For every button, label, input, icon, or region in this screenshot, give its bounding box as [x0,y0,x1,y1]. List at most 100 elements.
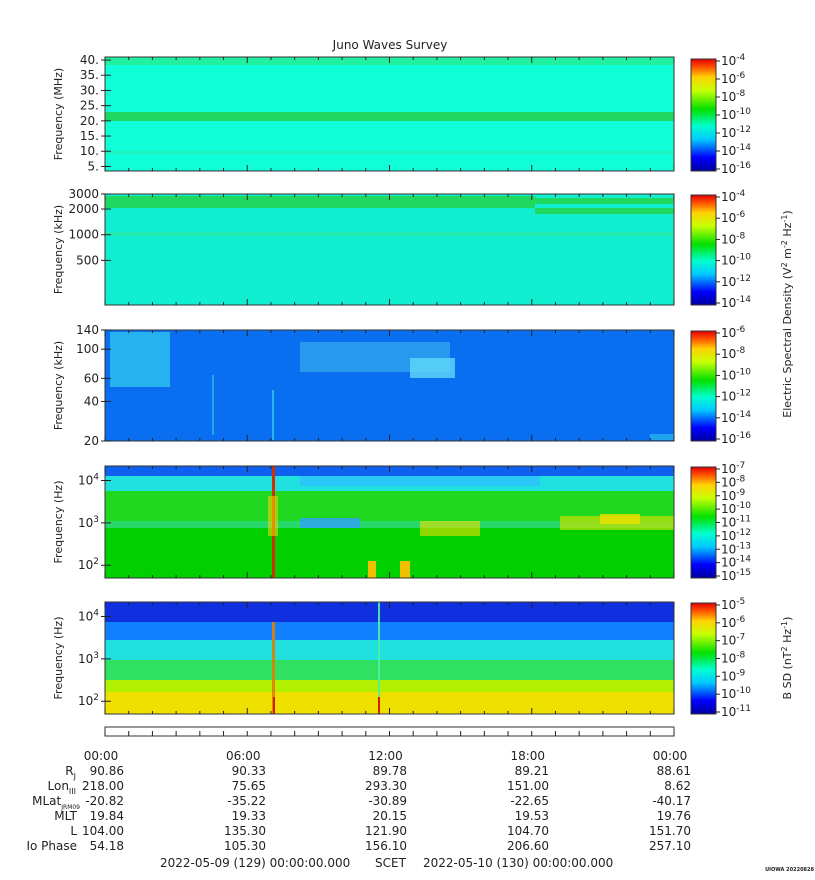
ephemeris-row: LonIII 218.00 75.65 293.30 151.00 8.62 [48,779,692,796]
ephemeris-value: 90.33 [232,764,266,778]
colorbar-label: 10-8 [721,474,746,489]
y-tick-label: 2000 [68,202,99,216]
footer-scet: SCET [375,856,407,870]
colorbar-label: 10-6 [721,210,746,225]
spectrogram-panel-1: 40.35.30. 25.20.15.10.5. Frequency (MHz) 10… [52,53,751,176]
ephemeris-value: 54.18 [90,839,124,853]
y-tick-label: 100 [76,342,99,356]
colorbar-label: 10-11 [721,515,751,530]
time-label: 00:00 [653,749,688,763]
ephemeris-value: -30.89 [368,794,407,808]
y-axis-label: Frequency (Hz) [52,481,65,564]
ephemeris-value: 156.10 [365,839,407,853]
ephemeris-value: 151.70 [649,824,691,838]
spectrogram-image [105,57,674,171]
ephemeris-value: 293.30 [365,779,407,793]
y-tick-label: 40 [84,394,99,408]
y-axis-label: Frequency (kHz) [52,341,65,430]
colorbar-label: 10-4 [721,53,746,68]
ephemeris-value: 206.60 [507,839,549,853]
colorbar-label: 10-6 [721,71,746,86]
y-tick-label: 103 [78,515,99,530]
colorbar-label: 10-8 [721,231,746,246]
colorbar-label: 10-12 [721,528,751,543]
ephemeris-label: RJ [65,764,76,781]
y-axis-label: Frequency (Hz) [52,617,65,700]
colorbar-label: 10-8 [721,651,746,666]
colorbar-label: 10-10 [721,686,751,701]
colorbar [690,466,717,579]
y-tick-label: 60 [84,371,99,385]
colorbar-label: 10-9 [721,668,746,683]
ephemeris-value: -35.22 [227,794,266,808]
ephemeris-value: 88.61 [657,764,691,778]
y-tick-label: 30. [80,83,99,97]
colorbar-label: 10-16 [721,431,751,446]
ephemeris-value: 121.90 [365,824,407,838]
colorbar-label: 10-14 [721,555,751,570]
y-axis-label: Frequency (MHz) [52,68,65,160]
spectrogram-panel-3: 140 100 60 40 20 Frequency (kHz) 10-6 10-8 10-10… [52,323,751,448]
ephemeris-row: MLT 19.84 19.33 20.15 19.53 19.76 [54,809,691,823]
ephemeris-row: MLatJRM09 -20.82 -35.22 -30.89 -22.65 -40.17 [32,794,691,811]
y-tick-label: 10. [80,144,99,158]
spectrogram-image [105,602,674,714]
ephemeris-value: 151.00 [507,779,549,793]
colorbar [690,330,717,442]
spectrogram-image [105,194,674,305]
ephemeris-value: 20.15 [373,809,407,823]
y-tick-label: 500 [76,253,99,267]
spectrogram-panels: 40.35.30. 25.20.15.10.5. Frequency (MHz) 10… [52,53,751,719]
colorbar-label: 10-12 [721,389,751,404]
ephemeris-label: LonIII [48,779,77,796]
ephemeris-label: Io Phase [26,839,77,853]
colorbar-label: 10-8 [721,346,746,361]
ephemeris-label: L [70,824,77,838]
y-tick-label: 140 [76,323,99,337]
ephemeris-row: L 104.00 135.30 121.90 104.70 151.70 [70,824,691,838]
time-label: 18:00 [510,749,545,763]
colorbar-label: 10-14 [721,410,751,425]
electric-colorbar-title: Electric Spectral Density (V2 m-2 Hz-1) [780,210,794,417]
ephemeris-label: MLatJRM09 [32,794,80,811]
colorbar-label: 10-14 [721,295,751,310]
footer-end-time: 2022-05-10 (130) 00:00:00.000 [423,856,613,870]
ephemeris-value: 89.78 [373,764,407,778]
colorbar-label: 10-6 [721,615,746,630]
ephemeris-value: -22.65 [510,794,549,808]
ephemeris-value: 135.30 [224,824,266,838]
colorbar-label: 10-10 [721,501,751,516]
ephemeris-row: Io Phase 54.18 105.30 156.10 206.60 257.10 [26,839,691,853]
ephemeris-label: MLT [54,809,77,823]
colorbar-label: 10-6 [721,325,746,340]
spectrogram-image [105,466,674,578]
time-axis: 00:00 06:00 12:00 18:00 00:00 [84,731,688,763]
y-tick-label: 102 [78,557,99,572]
y-tick-label: 104 [78,609,99,624]
time-label: 12:00 [368,749,403,763]
ephemeris-value: 75.65 [232,779,266,793]
colorbar-label: 10-7 [721,461,745,476]
colorbar-label: 10-12 [721,125,751,140]
colorbar-label: 10-4 [721,189,746,204]
magnetic-colorbar-title: B SD (nT2 Hz-1) [780,617,794,700]
y-tick-label: 5. [88,159,99,173]
colorbar-label: 10-9 [721,488,746,503]
y-axis-label: Frequency (kHz) [52,205,65,294]
colorbar-label: 10-10 [721,107,751,122]
ephemeris-value: 90.86 [90,764,124,778]
chart-title: Juno Waves Survey [332,38,448,52]
colorbar [690,194,717,306]
ephemeris-table: RJ 90.86 90.33 89.78 89.21 88.61 LonIII 218.00 7… [26,764,691,853]
y-tick-label: 103 [78,651,99,666]
colorbar-label: 10-8 [721,89,746,104]
colorbar-label: 10-13 [721,541,751,556]
colorbar-label: 10-10 [721,367,751,382]
y-tick-label: 104 [78,473,99,488]
spectrogram-image [105,330,674,441]
footer-credit: UIOWA 20220828 [765,867,814,873]
ephemeris-value: 19.84 [90,809,124,823]
y-tick-label: 35. [80,68,99,82]
ephemeris-value: 105.30 [224,839,266,853]
